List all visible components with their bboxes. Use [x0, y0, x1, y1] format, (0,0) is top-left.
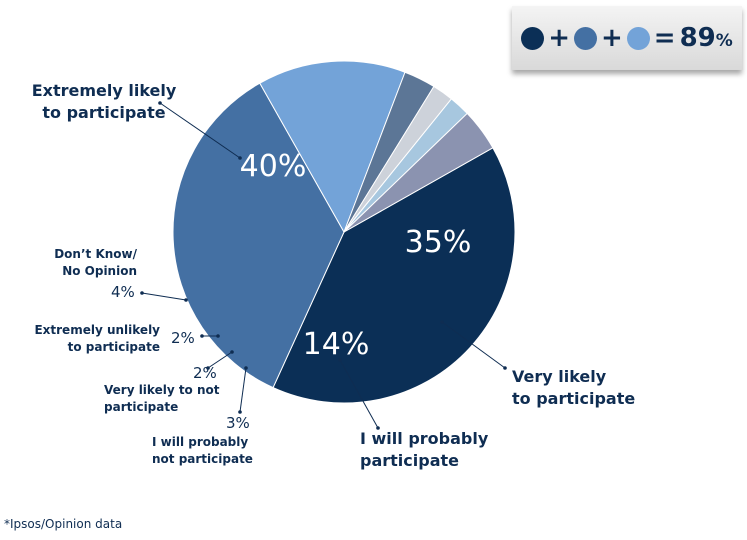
leader-line-i-will-probably-participate: [339, 359, 379, 429]
summary-value-number: 89: [679, 23, 716, 53]
leader-dot-i-will-probably-participate-0: [338, 358, 342, 362]
value-label-extremely-unlikely-to-participate: 2%: [171, 329, 195, 347]
leader-dot-very-likely-to-participate-1: [503, 366, 507, 370]
category-label-very-likely-to-participate-line-1: Very likely: [512, 367, 607, 386]
category-label-i-will-probably-not-participate-line-2: not participate: [152, 452, 253, 466]
value-label-extremely-likely-to-participate: 40%: [240, 149, 307, 184]
category-label-extremely-unlikely-to-participate-line-2: to participate: [68, 340, 160, 354]
category-label-very-likely-to-not-participate-line-1: Very likely to not: [104, 383, 220, 397]
summary-value-unit: %: [715, 31, 733, 51]
leader-dot-very-likely-to-not-participate-0: [230, 350, 234, 354]
leader-dot-i-will-probably-not-participate-1: [238, 410, 242, 414]
value-label-very-likely-to-not-participate: 2%: [193, 364, 217, 382]
pie-slice-extremely-likely-to-participate: [272, 147, 516, 404]
summary-dot-very-likely: [573, 26, 597, 50]
summary-dot-extremely-likely: [521, 26, 545, 50]
category-label-i-will-probably-not-participate-line-1: I will probably: [152, 435, 248, 449]
leader-dot-don-t-know-no-opinion-1: [184, 298, 188, 302]
leader-dot-extremely-unlikely-to-participate-0: [216, 334, 220, 338]
value-label-don-t-know-no-opinion: 4%: [111, 283, 135, 301]
leader-dot-i-will-probably-not-participate-0: [244, 366, 248, 370]
summary-value: 89%: [680, 23, 733, 53]
leader-dot-don-t-know-no-opinion-0: [140, 291, 144, 295]
category-label-very-likely-to-participate-line-2: to participate: [512, 389, 635, 408]
pie-slice-very-likely-to-participate: [172, 82, 345, 389]
category-label-extremely-likely-to-participate-line-1: Extremely likely: [32, 81, 177, 100]
value-label-i-will-probably-participate: 14%: [303, 327, 370, 362]
leader-line-very-likely-to-participate: [441, 321, 506, 369]
leader-line-extremely-likely-to-participate: [159, 102, 241, 159]
source-note: *Ipsos/Opinion data: [4, 517, 123, 531]
leader-dot-very-likely-to-not-participate-1: [206, 366, 210, 370]
leader-dot-extremely-unlikely-to-participate-1: [200, 334, 204, 338]
leader-line-don-t-know-no-opinion: [141, 292, 187, 301]
leader-line-i-will-probably-not-participate: [239, 367, 247, 413]
summary-plus-1: +: [548, 23, 570, 53]
category-label-very-likely-to-not-participate-line-2: participate: [104, 400, 178, 414]
value-label-i-will-probably-not-participate: 3%: [226, 414, 250, 432]
category-label-extremely-likely-to-participate-line-2: to participate: [42, 103, 165, 122]
summary-equals: =: [653, 23, 676, 53]
leader-dot-extremely-likely-to-participate-1: [238, 156, 242, 160]
leader-dot-extremely-likely-to-participate-0: [158, 101, 162, 105]
summary-box: + + = 89%: [512, 6, 742, 70]
summary-dot-probably: [626, 26, 650, 50]
category-label-don-t-know-no-opinion-line-1: Don’t Know/: [54, 247, 137, 261]
category-label-i-will-probably-participate-line-2: participate: [360, 451, 459, 470]
leader-dot-i-will-probably-participate-1: [376, 426, 380, 430]
pie-slice-i-will-probably-participate: [259, 60, 406, 234]
leader-line-very-likely-to-not-participate: [207, 351, 233, 369]
value-label-very-likely-to-participate: 35%: [405, 225, 472, 260]
category-label-extremely-unlikely-to-participate-line-1: Extremely unlikely: [34, 323, 160, 337]
category-label-don-t-know-no-opinion-line-2: No Opinion: [62, 264, 137, 278]
pie-slice-don-t-know-no-opinion: [343, 112, 494, 233]
leader-dot-very-likely-to-participate-0: [440, 320, 444, 324]
summary-plus-2: +: [600, 23, 623, 53]
category-label-i-will-probably-participate-line-1: I will probably: [360, 429, 489, 448]
